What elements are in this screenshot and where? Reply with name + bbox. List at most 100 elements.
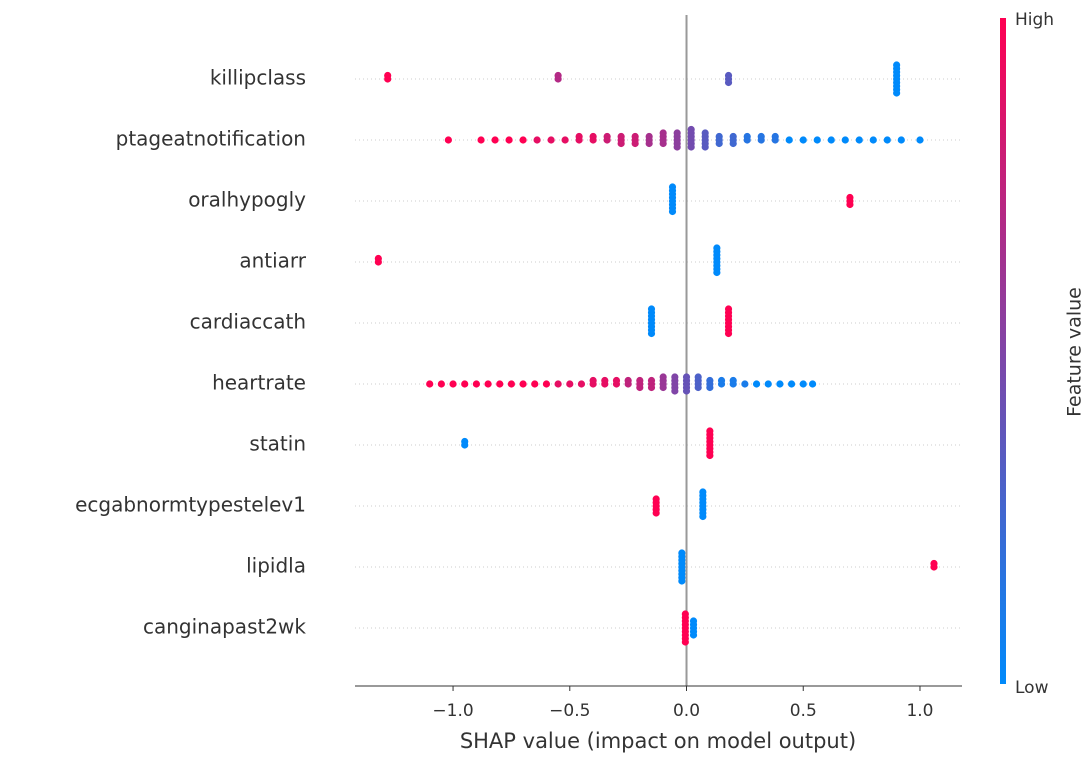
shap-point bbox=[897, 136, 905, 144]
shap-point bbox=[449, 380, 457, 388]
shap-point bbox=[787, 380, 796, 388]
shap-point bbox=[729, 376, 737, 385]
shap-point bbox=[687, 125, 695, 134]
shap-point bbox=[636, 383, 644, 392]
shap-point bbox=[715, 132, 723, 141]
shap-point bbox=[673, 129, 681, 137]
shap-point bbox=[671, 387, 679, 395]
shap-point bbox=[771, 132, 779, 141]
shap-point bbox=[647, 305, 656, 313]
colorbar bbox=[1000, 18, 1006, 684]
x-tick-label: 0.5 bbox=[790, 701, 817, 721]
feature-label: cardiaccath bbox=[190, 310, 306, 334]
shap-point bbox=[799, 136, 807, 144]
shap-point bbox=[724, 71, 733, 80]
shap-point bbox=[846, 193, 854, 202]
shap-point bbox=[699, 512, 707, 521]
shap-point bbox=[617, 132, 625, 141]
shap-point bbox=[813, 136, 821, 144]
shap-point bbox=[846, 200, 854, 209]
shap-point bbox=[531, 380, 539, 388]
shap-point bbox=[426, 380, 434, 388]
feature-label: statin bbox=[249, 432, 306, 456]
shap-point bbox=[729, 139, 737, 148]
shap-point bbox=[636, 376, 644, 385]
shap-point bbox=[701, 129, 709, 137]
shap-point bbox=[893, 61, 901, 69]
shap-point bbox=[484, 380, 492, 388]
shap-point bbox=[659, 373, 667, 381]
shap-point bbox=[589, 376, 597, 385]
shap-point bbox=[589, 132, 597, 141]
shap-point bbox=[547, 136, 555, 144]
shap-point bbox=[687, 143, 695, 151]
shap-point bbox=[461, 437, 469, 446]
shap-point bbox=[668, 183, 677, 191]
shap-point bbox=[612, 376, 621, 385]
shap-point bbox=[916, 136, 924, 144]
shap-point bbox=[631, 132, 639, 141]
shap-point bbox=[808, 380, 817, 388]
shap-point bbox=[682, 387, 691, 395]
shap-point bbox=[444, 136, 452, 144]
shap-point bbox=[841, 136, 849, 144]
feature-label: lipidla bbox=[246, 554, 306, 578]
feature-label: antiarr bbox=[239, 249, 306, 273]
shap-point bbox=[491, 136, 499, 144]
shap-point bbox=[715, 139, 723, 148]
shap-point bbox=[713, 244, 721, 252]
shap-point bbox=[724, 305, 733, 313]
shap-point bbox=[883, 136, 891, 144]
shap-point bbox=[647, 383, 656, 392]
shap-point bbox=[561, 136, 569, 144]
shap-point bbox=[554, 380, 562, 388]
shap-point bbox=[647, 376, 656, 385]
shap-point bbox=[678, 577, 686, 585]
shap-point bbox=[893, 89, 901, 97]
shap-point bbox=[706, 451, 714, 460]
shap-point bbox=[713, 268, 721, 277]
x-tick-label: 0.0 bbox=[673, 701, 700, 721]
shap-point bbox=[652, 495, 660, 503]
shap-point bbox=[496, 380, 504, 388]
shap-point bbox=[461, 380, 469, 388]
shap-point bbox=[673, 143, 681, 151]
shap-point bbox=[706, 427, 714, 435]
shap-point bbox=[668, 207, 677, 216]
shap-point bbox=[706, 376, 714, 385]
shap-point bbox=[694, 373, 702, 381]
shap-point bbox=[384, 71, 392, 80]
shap-point bbox=[652, 509, 660, 517]
feature-label: ecgabnormtypestelev1 bbox=[75, 493, 306, 517]
shap-point bbox=[764, 380, 772, 388]
shap-point bbox=[631, 139, 639, 148]
shap-point bbox=[752, 380, 761, 388]
shap-point bbox=[741, 380, 749, 388]
shap-point bbox=[682, 373, 691, 381]
feature-label: heartrate bbox=[212, 371, 306, 395]
shap-point bbox=[624, 376, 632, 385]
shap-point bbox=[689, 631, 698, 639]
shap-point bbox=[533, 136, 541, 144]
shap-point bbox=[472, 380, 480, 388]
shap-point bbox=[477, 136, 485, 144]
shap-point bbox=[505, 136, 513, 144]
feature-label: canginapast2wk bbox=[143, 615, 306, 639]
shap-point bbox=[706, 383, 714, 392]
shap-point bbox=[542, 380, 551, 388]
shap-point bbox=[659, 383, 667, 392]
shap-point bbox=[724, 78, 733, 87]
shap-point bbox=[699, 488, 707, 496]
shap-point bbox=[701, 143, 709, 151]
x-tick-label: 1.0 bbox=[906, 701, 933, 721]
shap-point bbox=[681, 638, 689, 646]
shap-point bbox=[776, 380, 784, 388]
shap-point bbox=[724, 329, 733, 338]
shap-point bbox=[785, 136, 793, 144]
feature-label: killipclass bbox=[210, 66, 306, 90]
feature-label: ptageatnotification bbox=[116, 127, 306, 151]
shap-point bbox=[507, 380, 516, 388]
shap-point bbox=[437, 380, 445, 388]
shap-point bbox=[617, 139, 625, 148]
